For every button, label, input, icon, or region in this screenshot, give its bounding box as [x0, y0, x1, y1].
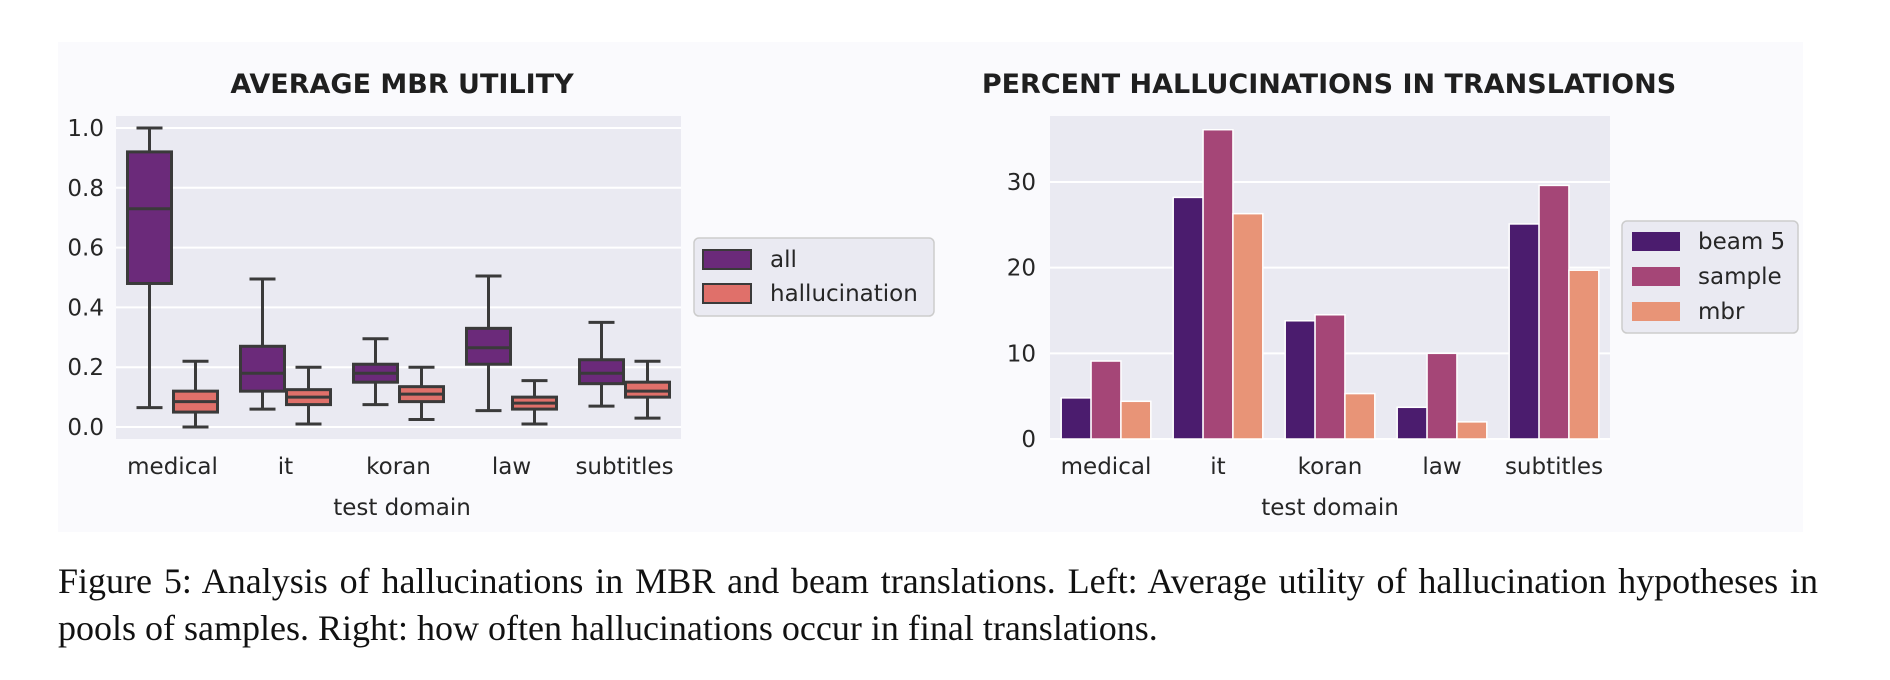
- bar-sample-koran: [1314, 314, 1346, 440]
- left-x-tick-medical: medical: [127, 454, 218, 480]
- bar-beam-5-it: [1172, 196, 1204, 440]
- bar-sample-subtitles: [1538, 184, 1570, 440]
- bar-beam-5-koran: [1284, 320, 1316, 440]
- figure: AVERAGE MBR UTILITY 0.0 0.2 0.4 0.6 0.8 1.0 m…: [67, 69, 1799, 521]
- right-chart-title: PERCENT HALLUCINATIONS IN TRANSLATIONS: [982, 69, 1676, 100]
- left-boxes: [126, 126, 671, 429]
- legend-swatch-sample: [1632, 267, 1680, 286]
- left-x-tick-koran: koran: [366, 454, 431, 480]
- right-y-tick-label: 0: [1021, 427, 1036, 453]
- right-legend: beam 5 sample mbr: [1621, 220, 1799, 334]
- right-y-tick-label: 30: [1007, 170, 1036, 196]
- bar-mbr-subtitles: [1568, 269, 1600, 440]
- right-x-tick-it: it: [1210, 454, 1225, 480]
- bar-beam-5-law: [1396, 406, 1428, 440]
- bar-mbr-medical: [1120, 400, 1152, 440]
- legend-swatch-beam-5: [1632, 232, 1680, 251]
- right-bars: [1060, 128, 1600, 440]
- legend-label-mbr: mbr: [1698, 299, 1745, 325]
- right-x-tick-law: law: [1422, 454, 1461, 480]
- left-x-axis-label: test domain: [333, 495, 471, 521]
- right-x-tick-koran: koran: [1298, 454, 1363, 480]
- left-y-tick-label: 0.6: [67, 236, 104, 262]
- left-y-tick-labels: 0.0 0.2 0.4 0.6 0.8 1.0: [67, 116, 104, 441]
- left-legend: all hallucination: [693, 237, 935, 317]
- right-x-axis-label: test domain: [1261, 495, 1399, 521]
- bar-beam-5-medical: [1060, 397, 1092, 440]
- box-all-it: [239, 277, 286, 411]
- box-iqr: [126, 150, 173, 285]
- right-x-tick-labels: medical it koran law subtitles: [1061, 454, 1603, 480]
- bar-sample-it: [1202, 128, 1234, 440]
- left-chart-title: AVERAGE MBR UTILITY: [230, 69, 574, 100]
- box-iqr: [239, 344, 286, 393]
- right-y-tick-label: 20: [1007, 256, 1036, 282]
- left-y-tick-label: 1.0: [67, 116, 104, 142]
- box-all-law: [465, 274, 512, 413]
- left-chart: AVERAGE MBR UTILITY 0.0 0.2 0.4 0.6 0.8 1.0 m…: [67, 69, 935, 521]
- legend-label-all: all: [770, 247, 797, 273]
- box-hallucination-it: [285, 365, 332, 426]
- legend-swatch-all: [702, 249, 752, 270]
- left-gridlines: [116, 126, 681, 429]
- bar-sample-medical: [1090, 360, 1122, 440]
- left-x-tick-it: it: [278, 454, 293, 480]
- left-y-tick-label: 0.4: [67, 295, 104, 321]
- legend-swatch-mbr: [1632, 302, 1680, 321]
- box-hallucination-law: [511, 379, 558, 426]
- right-x-tick-medical: medical: [1061, 454, 1152, 480]
- box-hallucination-medical: [172, 359, 219, 429]
- legend-label-hallucination: hallucination: [770, 281, 918, 307]
- left-x-tick-subtitles: subtitles: [575, 454, 673, 480]
- left-y-tick-label: 0.0: [67, 415, 104, 441]
- box-hallucination-koran: [398, 365, 445, 422]
- bar-beam-5-subtitles: [1508, 223, 1540, 440]
- left-y-tick-label: 0.2: [67, 355, 104, 381]
- box-all-koran: [352, 337, 399, 407]
- bar-sample-law: [1426, 352, 1458, 440]
- box-all-medical: [126, 126, 173, 410]
- left-x-tick-law: law: [492, 454, 531, 480]
- box-all-subtitles: [578, 320, 625, 408]
- legend-swatch-hallucination: [702, 283, 752, 304]
- bar-mbr-koran: [1344, 392, 1376, 440]
- legend-label-sample: sample: [1698, 264, 1782, 290]
- right-y-tick-label: 10: [1007, 341, 1036, 367]
- figure-caption: Figure 5: Analysis of hallucinations in …: [58, 561, 1818, 648]
- left-x-tick-labels: medical it koran law subtitles: [127, 454, 673, 480]
- left-legend-frame: [693, 237, 935, 317]
- left-y-tick-label: 0.8: [67, 176, 104, 202]
- legend-label-beam-5: beam 5: [1698, 229, 1785, 255]
- box-hallucination-subtitles: [624, 359, 671, 420]
- bar-mbr-it: [1232, 212, 1264, 440]
- right-chart: PERCENT HALLUCINATIONS IN TRANSLATIONS 0…: [982, 69, 1799, 521]
- bar-mbr-law: [1456, 421, 1488, 440]
- right-y-tick-labels: 0 10 20 30: [1007, 170, 1036, 453]
- right-x-tick-subtitles: subtitles: [1505, 454, 1603, 480]
